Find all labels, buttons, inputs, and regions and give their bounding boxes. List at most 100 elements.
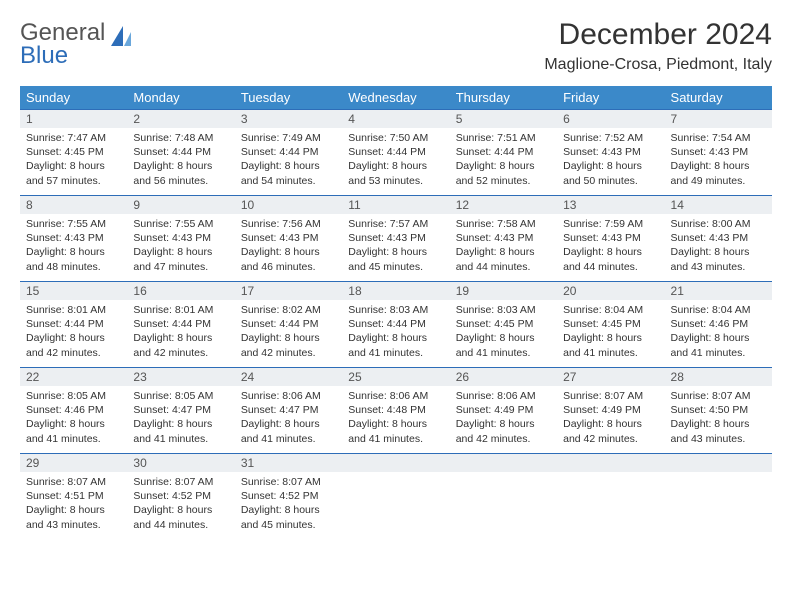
calendar-cell: 19Sunrise: 8:03 AMSunset: 4:45 PMDayligh…: [450, 282, 557, 368]
sunset-line: Sunset: 4:46 PM: [671, 317, 766, 331]
day-details: Sunrise: 7:50 AMSunset: 4:44 PMDaylight:…: [342, 128, 449, 194]
day-details: Sunrise: 7:48 AMSunset: 4:44 PMDaylight:…: [127, 128, 234, 194]
sunset-line: Sunset: 4:44 PM: [241, 145, 336, 159]
day-details: Sunrise: 8:01 AMSunset: 4:44 PMDaylight:…: [20, 300, 127, 366]
daylight-line: Daylight: 8 hours and 42 minutes.: [456, 417, 551, 445]
day-number: 21: [665, 282, 772, 300]
weekday-header: Wednesday: [342, 86, 449, 110]
day-number: 4: [342, 110, 449, 128]
calendar-head: SundayMondayTuesdayWednesdayThursdayFrid…: [20, 86, 772, 110]
daylight-line: Daylight: 8 hours and 57 minutes.: [26, 159, 121, 187]
sunrise-line: Sunrise: 8:05 AM: [26, 389, 121, 403]
brand-text: General Blue: [20, 22, 105, 68]
sunrise-line: Sunrise: 8:01 AM: [133, 303, 228, 317]
day-number: 27: [557, 368, 664, 386]
daylight-line: Daylight: 8 hours and 45 minutes.: [348, 245, 443, 273]
day-number: 5: [450, 110, 557, 128]
day-details: Sunrise: 7:58 AMSunset: 4:43 PMDaylight:…: [450, 214, 557, 280]
header: General Blue December 2024 Maglione-Cros…: [20, 18, 772, 74]
calendar-row: 15Sunrise: 8:01 AMSunset: 4:44 PMDayligh…: [20, 282, 772, 368]
daylight-line: Daylight: 8 hours and 41 minutes.: [348, 417, 443, 445]
sunrise-line: Sunrise: 8:02 AM: [241, 303, 336, 317]
sunrise-line: Sunrise: 8:04 AM: [563, 303, 658, 317]
brand-name-2: Blue: [20, 42, 68, 69]
day-number: 24: [235, 368, 342, 386]
calendar-cell: 17Sunrise: 8:02 AMSunset: 4:44 PMDayligh…: [235, 282, 342, 368]
sunset-line: Sunset: 4:44 PM: [456, 145, 551, 159]
sunset-line: Sunset: 4:52 PM: [133, 489, 228, 503]
calendar-cell: 8Sunrise: 7:55 AMSunset: 4:43 PMDaylight…: [20, 196, 127, 282]
calendar-cell: 13Sunrise: 7:59 AMSunset: 4:43 PMDayligh…: [557, 196, 664, 282]
sunset-line: Sunset: 4:50 PM: [671, 403, 766, 417]
day-number: 19: [450, 282, 557, 300]
weekday-header: Saturday: [665, 86, 772, 110]
daylight-line: Daylight: 8 hours and 41 minutes.: [241, 417, 336, 445]
day-details: Sunrise: 8:06 AMSunset: 4:49 PMDaylight:…: [450, 386, 557, 452]
day-details: Sunrise: 7:56 AMSunset: 4:43 PMDaylight:…: [235, 214, 342, 280]
day-details: Sunrise: 8:00 AMSunset: 4:43 PMDaylight:…: [665, 214, 772, 280]
sunrise-line: Sunrise: 8:07 AM: [563, 389, 658, 403]
sunset-line: Sunset: 4:52 PM: [241, 489, 336, 503]
day-number: 7: [665, 110, 772, 128]
calendar-row: 1Sunrise: 7:47 AMSunset: 4:45 PMDaylight…: [20, 110, 772, 196]
day-details: Sunrise: 8:04 AMSunset: 4:45 PMDaylight:…: [557, 300, 664, 366]
daylight-line: Daylight: 8 hours and 41 minutes.: [563, 331, 658, 359]
sunrise-line: Sunrise: 7:52 AM: [563, 131, 658, 145]
day-number: 18: [342, 282, 449, 300]
day-details: Sunrise: 8:03 AMSunset: 4:45 PMDaylight:…: [450, 300, 557, 366]
sunrise-line: Sunrise: 8:00 AM: [671, 217, 766, 231]
calendar-cell: 26Sunrise: 8:06 AMSunset: 4:49 PMDayligh…: [450, 368, 557, 454]
daylight-line: Daylight: 8 hours and 44 minutes.: [563, 245, 658, 273]
day-number: 11: [342, 196, 449, 214]
sunrise-line: Sunrise: 8:07 AM: [26, 475, 121, 489]
sunset-line: Sunset: 4:46 PM: [26, 403, 121, 417]
daylight-line: Daylight: 8 hours and 45 minutes.: [241, 503, 336, 531]
day-number: 10: [235, 196, 342, 214]
daylight-line: Daylight: 8 hours and 53 minutes.: [348, 159, 443, 187]
day-details: Sunrise: 7:51 AMSunset: 4:44 PMDaylight:…: [450, 128, 557, 194]
day-number: 13: [557, 196, 664, 214]
daylight-line: Daylight: 8 hours and 43 minutes.: [26, 503, 121, 531]
calendar-cell: 25Sunrise: 8:06 AMSunset: 4:48 PMDayligh…: [342, 368, 449, 454]
sunrise-line: Sunrise: 8:06 AM: [348, 389, 443, 403]
location: Maglione-Crosa, Piedmont, Italy: [544, 56, 772, 74]
calendar-cell: 4Sunrise: 7:50 AMSunset: 4:44 PMDaylight…: [342, 110, 449, 196]
sunset-line: Sunset: 4:44 PM: [133, 317, 228, 331]
sunset-line: Sunset: 4:43 PM: [671, 231, 766, 245]
day-number: 15: [20, 282, 127, 300]
sunrise-line: Sunrise: 8:07 AM: [241, 475, 336, 489]
title-block: December 2024 Maglione-Crosa, Piedmont, …: [544, 18, 772, 74]
day-details: Sunrise: 7:47 AMSunset: 4:45 PMDaylight:…: [20, 128, 127, 194]
calendar-cell: 24Sunrise: 8:06 AMSunset: 4:47 PMDayligh…: [235, 368, 342, 454]
calendar-cell: 18Sunrise: 8:03 AMSunset: 4:44 PMDayligh…: [342, 282, 449, 368]
calendar-cell: 1Sunrise: 7:47 AMSunset: 4:45 PMDaylight…: [20, 110, 127, 196]
sunset-line: Sunset: 4:48 PM: [348, 403, 443, 417]
day-details: Sunrise: 7:57 AMSunset: 4:43 PMDaylight:…: [342, 214, 449, 280]
calendar-cell-empty: [665, 454, 772, 540]
day-number: 8: [20, 196, 127, 214]
sunrise-line: Sunrise: 7:49 AM: [241, 131, 336, 145]
sunset-line: Sunset: 4:44 PM: [241, 317, 336, 331]
day-number: 30: [127, 454, 234, 472]
daylight-line: Daylight: 8 hours and 44 minutes.: [133, 503, 228, 531]
daylight-line: Daylight: 8 hours and 41 minutes.: [456, 331, 551, 359]
sunrise-line: Sunrise: 8:04 AM: [671, 303, 766, 317]
weekday-header: Friday: [557, 86, 664, 110]
daylight-line: Daylight: 8 hours and 41 minutes.: [133, 417, 228, 445]
calendar-cell: 14Sunrise: 8:00 AMSunset: 4:43 PMDayligh…: [665, 196, 772, 282]
daylight-line: Daylight: 8 hours and 48 minutes.: [26, 245, 121, 273]
calendar-cell-empty: [450, 454, 557, 540]
day-details: Sunrise: 7:52 AMSunset: 4:43 PMDaylight:…: [557, 128, 664, 194]
day-number: 9: [127, 196, 234, 214]
day-details: Sunrise: 8:05 AMSunset: 4:46 PMDaylight:…: [20, 386, 127, 452]
sunrise-line: Sunrise: 7:47 AM: [26, 131, 121, 145]
weekday-header: Tuesday: [235, 86, 342, 110]
day-details: Sunrise: 7:55 AMSunset: 4:43 PMDaylight:…: [127, 214, 234, 280]
calendar-row: 8Sunrise: 7:55 AMSunset: 4:43 PMDaylight…: [20, 196, 772, 282]
sunrise-line: Sunrise: 7:50 AM: [348, 131, 443, 145]
daylight-line: Daylight: 8 hours and 43 minutes.: [671, 417, 766, 445]
day-details: Sunrise: 8:07 AMSunset: 4:52 PMDaylight:…: [127, 472, 234, 538]
sunrise-line: Sunrise: 8:05 AM: [133, 389, 228, 403]
day-number: 17: [235, 282, 342, 300]
day-details: Sunrise: 8:07 AMSunset: 4:51 PMDaylight:…: [20, 472, 127, 538]
